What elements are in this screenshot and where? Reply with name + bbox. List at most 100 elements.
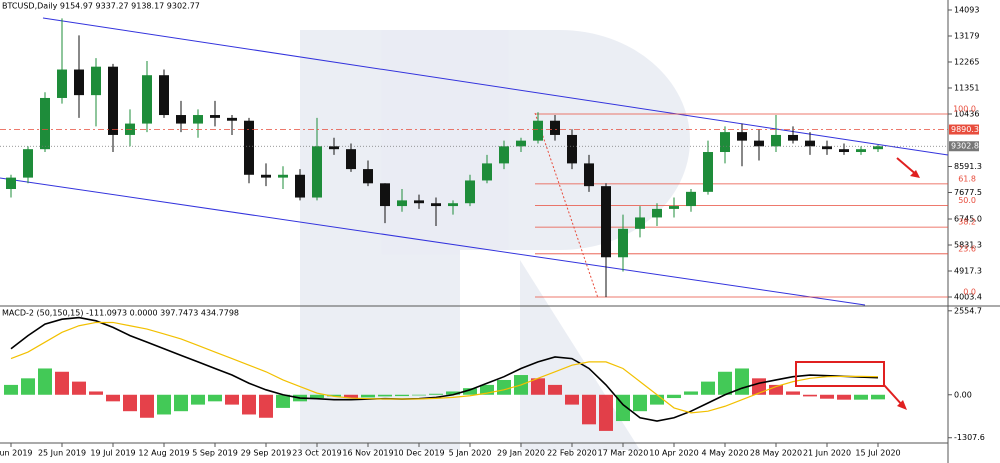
price-label: 9302.8 (951, 142, 979, 151)
macd-histogram-bar (191, 394, 205, 405)
y-tick-label: 5831.3 (954, 240, 982, 249)
macd-histogram-bar (55, 371, 69, 395)
macd-histogram-bar (225, 394, 239, 405)
macd-histogram-bar (871, 394, 885, 400)
x-tick-label: 23 Oct 2019 (292, 449, 341, 458)
macd-histogram-bar (242, 394, 256, 415)
candle-body (652, 208, 662, 218)
macd-histogram-bar (310, 394, 324, 399)
fib-label: 38.2 (958, 218, 976, 227)
macd-histogram-bar (259, 394, 273, 418)
macd-histogram-bar (786, 391, 800, 395)
candle-body (567, 134, 577, 164)
candle-body (482, 163, 492, 181)
macd-histogram-bar (395, 394, 409, 397)
x-tick-label: 15 Jul 2020 (855, 449, 900, 458)
y-tick-label: 13179 (954, 31, 979, 40)
macd-histogram-bar (344, 394, 358, 399)
y-tick-label: 10436 (954, 110, 979, 119)
candle-body (601, 186, 611, 258)
macd-histogram-bar (752, 378, 766, 395)
macd-histogram-bar (463, 388, 477, 395)
x-tick-label: 21 Jun 2020 (803, 449, 851, 458)
macd-histogram-bar (854, 394, 868, 400)
macd-histogram-bar (667, 394, 681, 399)
x-tick-label: 16 Nov 2019 (342, 449, 393, 458)
macd-histogram-bar (701, 381, 715, 395)
candle-body (720, 132, 730, 153)
macd-histogram-bar (327, 394, 341, 397)
macd-histogram-bar (429, 393, 443, 395)
macd-histogram-bar (548, 384, 562, 395)
candle-body (346, 149, 356, 170)
macd-histogram-bar (446, 391, 460, 395)
candle-body (363, 169, 373, 184)
macd-arrow (883, 384, 904, 407)
price-label-box (949, 141, 979, 152)
macd-line (10, 321, 879, 414)
macd-histogram-bar (378, 394, 392, 397)
macd-histogram-bar (361, 394, 375, 398)
macd-histogram-bar (633, 394, 647, 412)
channel-lower (0, 177, 866, 306)
macd-histogram-bar (497, 379, 511, 395)
candle-body (703, 152, 713, 192)
candle-body (584, 163, 594, 187)
macd-histogram-bar (4, 384, 18, 395)
candle-body (686, 191, 696, 207)
y-tick-label: 7677.5 (954, 188, 982, 197)
candle-body (74, 69, 84, 96)
x-tick-label: 29 Jan 2020 (497, 449, 545, 458)
x-tick-label: 5 Sep 2019 (192, 449, 238, 458)
macd-histogram-bar (820, 394, 834, 399)
macd-histogram-bar (803, 394, 817, 397)
candle-body (737, 132, 747, 141)
candle-body (771, 134, 781, 147)
y-tick-label: 12265 (954, 57, 979, 66)
macd-histogram-bar (276, 394, 290, 408)
channel-upper (42, 17, 949, 156)
candle-body (839, 149, 849, 153)
candle-body (822, 146, 832, 150)
macd-header: MACD-2 (50,150,15) -111.0973 0.0000 397.… (2, 309, 239, 318)
candle-body (227, 117, 237, 121)
candle-body (516, 140, 526, 147)
macd-histogram-bar (769, 384, 783, 395)
candle-body (635, 217, 645, 229)
candle-body (91, 66, 101, 96)
fib-label: 23.6 (958, 244, 976, 253)
macd-histogram-bar (531, 378, 545, 395)
x-tick-label: 10 Dec 2019 (393, 449, 444, 458)
macd-histogram-bar (38, 368, 52, 395)
candle-body (397, 200, 407, 207)
candle-body (210, 115, 220, 118)
candle-body (465, 180, 475, 204)
y-tick-label: 4003.4 (954, 292, 982, 301)
y-tick-label: 6745.0 (954, 215, 982, 224)
candle-body (312, 146, 322, 198)
candle-body (499, 146, 509, 164)
macd-histogram-bar (208, 394, 222, 402)
y-tick-label: 4917.3 (954, 266, 982, 275)
macd-y-tick-label: 0.00 (954, 390, 972, 399)
candle-body (57, 69, 67, 98)
macd-histogram-bar (174, 394, 188, 412)
candle-body (261, 174, 271, 178)
x-tick-label: 22 Feb 2020 (547, 449, 597, 458)
candle-body (618, 228, 628, 258)
candle-body (295, 174, 305, 198)
candle-body (533, 120, 543, 141)
candle-body (278, 174, 288, 178)
fib-label: 50.0 (958, 196, 976, 205)
candle-body (669, 206, 679, 209)
x-tick-label: 12 Aug 2019 (138, 449, 189, 458)
candle-body (856, 149, 866, 153)
macd-histogram-bar (599, 394, 613, 431)
macd-histogram-bar (106, 394, 120, 402)
macd-histogram-bar (21, 378, 35, 395)
y-tick-label: 8591.3 (954, 162, 982, 171)
candle-body (244, 120, 254, 175)
fib-label: 61.8 (958, 174, 976, 183)
x-tick-label: 28 May 2020 (750, 449, 802, 458)
